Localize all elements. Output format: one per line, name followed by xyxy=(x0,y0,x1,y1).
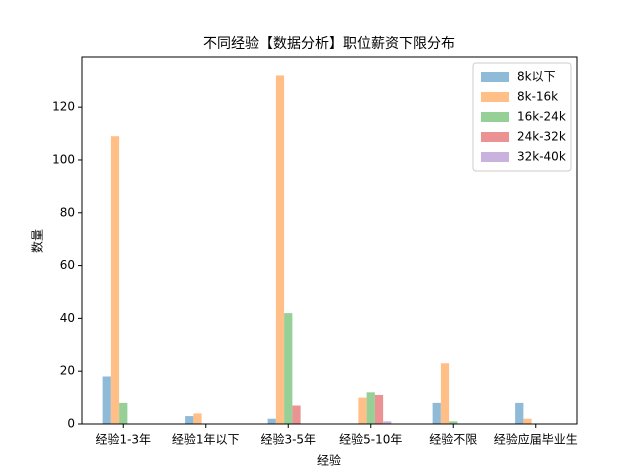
x-tick-label: 经验应届毕业生 xyxy=(494,432,578,447)
legend-swatch xyxy=(481,152,509,162)
bar xyxy=(440,363,450,424)
bar xyxy=(292,405,301,424)
bar xyxy=(374,394,384,424)
bar xyxy=(523,418,532,424)
y-tick-label: 40 xyxy=(60,311,75,325)
bar xyxy=(284,313,293,424)
legend-swatch xyxy=(481,132,509,142)
y-tick-label: 120 xyxy=(52,100,75,114)
legend-swatch xyxy=(481,92,509,102)
bar xyxy=(119,402,128,424)
y-axis-label: 数量 xyxy=(30,229,45,253)
y-tick-label: 20 xyxy=(60,364,75,378)
legend-label: 8k-16k xyxy=(517,90,558,104)
bar xyxy=(358,397,367,424)
x-tick-label: 经验不限 xyxy=(429,432,477,447)
bar xyxy=(366,392,375,424)
x-tick-label: 经验3-5年 xyxy=(260,432,316,447)
legend-label: 24k-32k xyxy=(517,130,566,144)
y-tick-label: 0 xyxy=(67,417,75,431)
chart-title: 不同经验【数据分析】职位薪资下限分布 xyxy=(203,36,455,52)
bar xyxy=(275,75,285,424)
legend-label: 8k以下 xyxy=(517,70,556,84)
x-tick-label: 经验1-3年 xyxy=(95,432,151,447)
legend-label: 32k-40k xyxy=(517,150,566,164)
bar xyxy=(193,413,202,424)
y-tick-label: 60 xyxy=(60,258,75,272)
plot-frame xyxy=(81,56,578,425)
legend-box xyxy=(472,62,572,172)
legend-swatch xyxy=(481,72,509,82)
bar xyxy=(267,418,276,424)
bar xyxy=(185,416,194,424)
bar xyxy=(102,376,111,424)
bar xyxy=(110,136,120,425)
legend-swatch xyxy=(481,112,509,122)
bar xyxy=(383,421,392,424)
legend-label: 16k-24k xyxy=(517,110,566,124)
y-tick-label: 100 xyxy=(52,152,75,166)
bar xyxy=(432,402,441,424)
y-tick-label: 80 xyxy=(60,205,75,219)
x-tick-label: 经验1年以下 xyxy=(172,432,240,447)
bar xyxy=(515,402,524,424)
x-tick-label: 经验5-10年 xyxy=(339,432,402,447)
x-axis-label: 经验 xyxy=(317,453,341,468)
bar xyxy=(449,421,458,424)
